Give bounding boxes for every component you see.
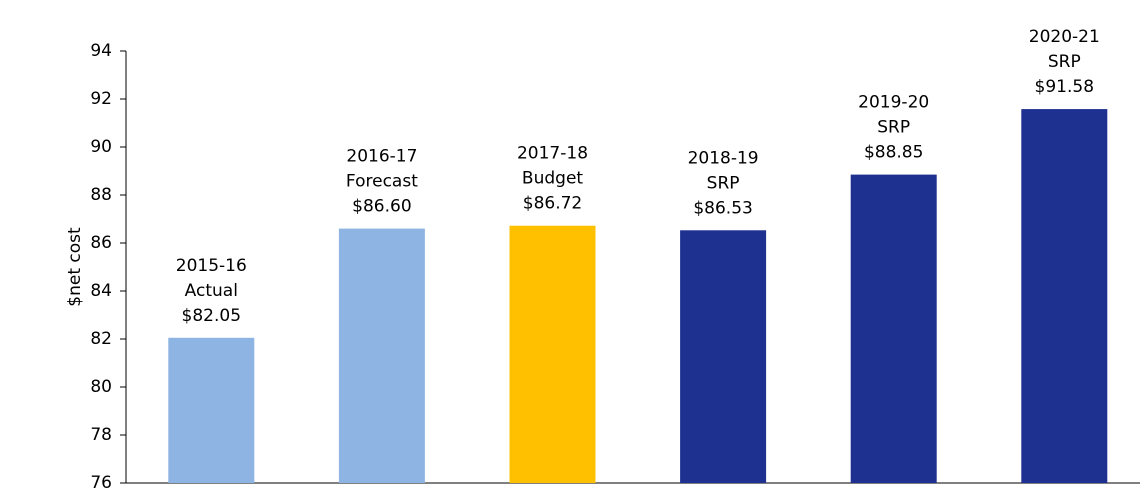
y-tick-label: 76 [90,473,112,493]
y-tick-label: 78 [90,425,112,445]
y-tick-label: 94 [90,41,112,61]
data-label-period: 2015-16 [176,256,247,276]
y-tick-label: 86 [90,233,112,253]
y-tick-label: 82 [90,329,112,349]
y-tick-label: 80 [90,377,112,397]
data-label-phase: Forecast [346,172,418,192]
data-label: $91.58 [1035,77,1094,97]
data-label-phase: SRP [877,118,910,138]
y-tick-label: 90 [90,137,112,157]
data-label: $86.60 [352,197,411,217]
data-label: $88.85 [864,143,923,163]
data-label: $82.05 [182,306,241,326]
y-axis-title: $net cost [65,227,85,307]
data-label-period: 2017-18 [517,144,588,164]
bar [680,230,767,483]
data-label-phase: SRP [1048,52,1081,72]
data-label-period: 2016-17 [346,147,417,167]
bar [509,225,596,483]
data-label-period: 2019-20 [858,93,929,113]
bar [1021,109,1108,483]
data-label-phase: Budget [522,169,583,189]
data-label: $86.53 [693,198,752,218]
data-label-phase: Actual [185,281,238,301]
data-label-period: 2020-21 [1029,27,1100,47]
data-label-phase: SRP [707,173,740,193]
bar [168,337,255,483]
bar [338,228,425,483]
data-label-period: 2018-19 [688,148,759,168]
y-tick-label: 88 [90,185,112,205]
y-tick-label: 92 [90,89,112,109]
bar [850,174,937,483]
data-label: $86.72 [523,194,582,214]
y-tick-label: 84 [90,281,112,301]
